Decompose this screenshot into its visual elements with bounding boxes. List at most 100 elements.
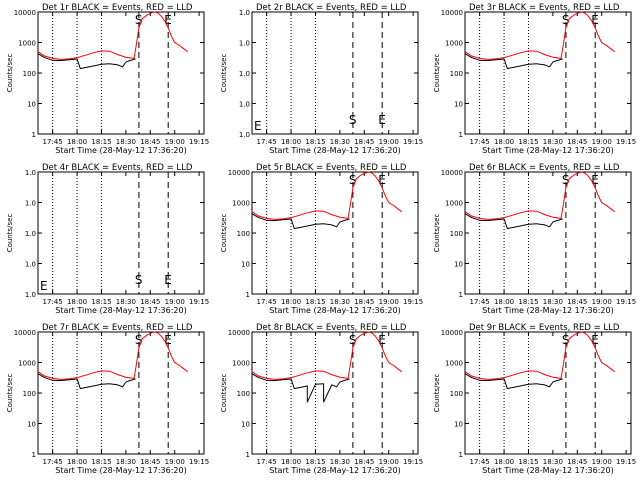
- x-tick-label: 19:00: [379, 458, 399, 466]
- x-tick-label: 18:15: [518, 458, 538, 466]
- x-tick-label: 17:45: [470, 138, 490, 146]
- x-tick-label: 17:45: [470, 458, 490, 466]
- events-series-line: [37, 373, 136, 390]
- y-tick-label: 100: [450, 230, 463, 238]
- y-tick-label: 100: [237, 230, 250, 238]
- x-tick-label: 17:45: [257, 458, 277, 466]
- y-tick-label: 1000: [18, 360, 36, 368]
- x-tick-label: 18:00: [67, 298, 87, 306]
- y-tick-label: 1000: [445, 200, 463, 208]
- y-tick-label: 100: [237, 390, 250, 398]
- panel-title: Det 4r BLACK = Events, RED = LLD: [42, 163, 193, 173]
- x-tick-label: 19:15: [616, 298, 636, 306]
- x-tick-label: 18:30: [116, 138, 136, 146]
- x-tick-label: 18:45: [354, 298, 374, 306]
- x-tick-label: 19:15: [189, 138, 209, 146]
- detector-panel-7: Det 7r BLACK = Events, RED = LLD Counts/s…: [6, 323, 209, 475]
- x-tick-label: 19:00: [165, 458, 185, 466]
- x-tick-label: 17:45: [43, 138, 63, 146]
- plot-frame: [464, 331, 632, 455]
- panel-title: Det 7r BLACK = Events, RED = LLD: [42, 323, 193, 333]
- marker-label-e: E: [164, 333, 172, 347]
- y-axis-label: Counts/sec: [220, 214, 228, 253]
- x-tick-label: 18:15: [91, 458, 111, 466]
- detector-panel-3: Det 3r BLACK = Events, RED = LLD Counts/s…: [433, 3, 636, 155]
- panel-title: Det 6r BLACK = Events, RED = LLD: [469, 163, 620, 173]
- panel-title: Det 8r BLACK = Events, RED = LLD: [256, 323, 407, 333]
- y-tick-label: 1.0: [239, 101, 250, 109]
- lld-series-line: [37, 11, 188, 60]
- x-tick-label: 19:00: [592, 138, 612, 146]
- x-axis-label: Start Time (28-May-12 17:36:20): [55, 306, 186, 315]
- detector-panel-6: Det 6r BLACK = Events, RED = LLD Counts/s…: [433, 163, 636, 315]
- y-tick-label: 10: [454, 421, 463, 429]
- y-tick-label: 10000: [228, 329, 250, 337]
- y-tick-label: 1.0: [239, 70, 250, 78]
- x-tick-label: 19:15: [616, 458, 636, 466]
- x-axis-label: Start Time (28-May-12 17:36:20): [55, 466, 186, 475]
- plot-frame: [251, 331, 419, 455]
- detector-panel-8: Det 8r BLACK = Events, RED = LLD Counts/s…: [220, 323, 423, 475]
- detector-panel-2: Det 2r BLACK = Events, RED = LLD Counts/s…: [220, 3, 423, 155]
- panel-title: Det 2r BLACK = Events, RED = LLD: [256, 3, 407, 13]
- marker-label-e: E: [378, 173, 386, 187]
- y-tick-label: 1.0: [25, 230, 36, 238]
- y-tick-label: 10: [27, 101, 36, 109]
- y-tick-label: 1.0: [239, 40, 250, 48]
- x-tick-label: 18:15: [91, 298, 111, 306]
- plot-frame: [251, 11, 419, 135]
- detector-panel-4: Det 4r BLACK = Events, RED = LLD Counts/s…: [6, 163, 209, 315]
- x-axis-label: Start Time (28-May-12 17:36:20): [269, 146, 400, 155]
- x-tick-label: 17:45: [257, 138, 277, 146]
- x-tick-label: 18:15: [518, 138, 538, 146]
- x-tick-label: 19:00: [379, 138, 399, 146]
- y-tick-label: 10000: [441, 9, 463, 17]
- events-series-line: [464, 373, 563, 390]
- x-tick-label: 19:00: [165, 298, 185, 306]
- y-tick-label: 100: [450, 70, 463, 78]
- panel-title: Det 3r BLACK = Events, RED = LLD: [469, 3, 620, 13]
- y-tick-label: 10: [27, 421, 36, 429]
- x-tick-label: 18:00: [281, 458, 301, 466]
- x-tick-label: 18:00: [281, 138, 301, 146]
- lld-series-line: [464, 11, 616, 60]
- x-tick-label: 18:45: [567, 138, 587, 146]
- y-tick-label: 10: [454, 101, 463, 109]
- y-tick-label: 1: [246, 451, 250, 459]
- y-tick-label: 1000: [232, 200, 250, 208]
- x-tick-label: 18:00: [494, 138, 514, 146]
- y-tick-label: 1.0: [25, 291, 36, 299]
- marker-label-s: S: [349, 173, 357, 187]
- x-tick-label: 18:00: [494, 458, 514, 466]
- detector-panel-9: Det 9r BLACK = Events, RED = LLD Counts/s…: [433, 323, 636, 475]
- y-tick-label: 1: [459, 451, 463, 459]
- y-axis-label: Counts/sec: [6, 54, 14, 93]
- panel-title: Det 9r BLACK = Events, RED = LLD: [469, 323, 620, 333]
- plot-frame: [37, 11, 205, 135]
- y-tick-label: 1000: [18, 40, 36, 48]
- y-tick-label: 10: [241, 421, 250, 429]
- events-series-line: [251, 373, 350, 403]
- x-tick-label: 17:45: [257, 298, 277, 306]
- x-tick-label: 18:45: [140, 458, 160, 466]
- x-tick-label: 19:15: [403, 138, 423, 146]
- y-axis-label: Counts/sec: [220, 54, 228, 93]
- marker-label-s: S: [349, 113, 357, 127]
- y-axis-label: Counts/sec: [220, 374, 228, 413]
- marker-label-s: S: [135, 333, 143, 347]
- x-tick-label: 18:30: [330, 138, 350, 146]
- events-series-line: [37, 53, 136, 70]
- events-series-line: [251, 213, 350, 230]
- x-tick-label: 18:15: [305, 298, 325, 306]
- y-tick-label: 1: [246, 291, 250, 299]
- events-series-line: [464, 213, 563, 230]
- x-tick-label: 17:45: [43, 298, 63, 306]
- marker-label-s: S: [562, 173, 570, 187]
- x-tick-label: 19:15: [616, 138, 636, 146]
- y-tick-label: 100: [23, 390, 36, 398]
- y-tick-label: 1.0: [25, 169, 36, 177]
- y-axis-label: Counts/sec: [433, 54, 441, 93]
- x-axis-label: Start Time (28-May-12 17:36:20): [269, 306, 400, 315]
- x-tick-label: 19:15: [403, 458, 423, 466]
